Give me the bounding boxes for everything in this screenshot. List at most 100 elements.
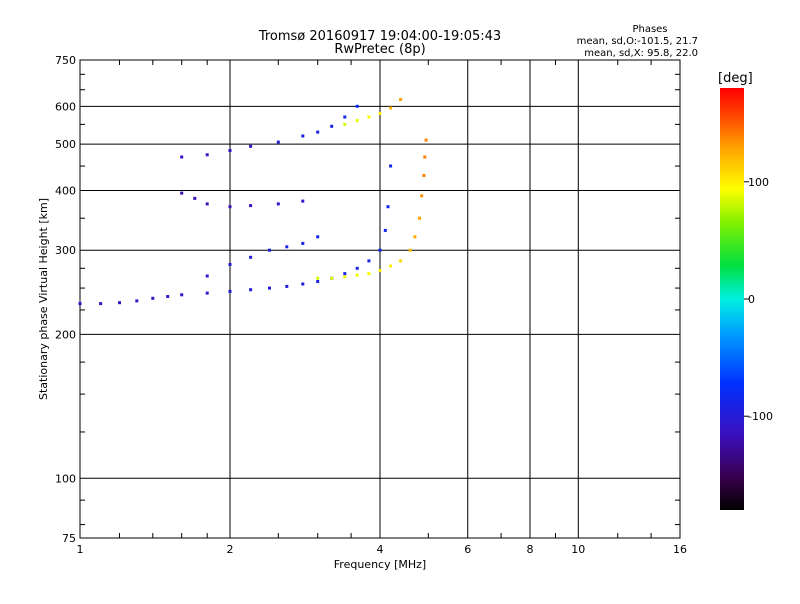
data-point <box>423 155 427 159</box>
data-point <box>389 106 393 110</box>
y-tick-label: 600 <box>55 100 76 113</box>
colorbar-tick-label: 100 <box>748 176 769 189</box>
data-point <box>276 202 280 206</box>
x-tick-label: 1 <box>77 543 84 556</box>
data-point <box>268 286 271 290</box>
data-point <box>413 235 417 239</box>
data-point <box>330 124 334 128</box>
x-tick-label: 10 <box>571 543 585 556</box>
data-point <box>301 282 305 286</box>
x-tick-label: 6 <box>464 543 471 556</box>
data-point <box>343 122 347 126</box>
y-axis-label: Stationary phase Virtual Height [km] <box>37 198 50 400</box>
y-tick-label: 500 <box>55 138 76 151</box>
data-point <box>389 164 393 168</box>
data-point <box>399 98 403 101</box>
data-point <box>228 263 232 266</box>
x-tick-label: 8 <box>527 543 534 556</box>
y-tick-label: 300 <box>55 244 76 257</box>
data-point <box>166 295 170 298</box>
colorbar-label: [deg] <box>718 71 753 86</box>
y-tick-label: 200 <box>55 328 76 341</box>
data-point <box>378 269 382 273</box>
data-point <box>249 204 253 208</box>
data-point <box>205 291 209 295</box>
y-tick-label: 100 <box>55 472 76 485</box>
data-point <box>399 259 403 263</box>
data-point <box>343 115 347 119</box>
data-point <box>228 149 232 152</box>
minor-ticks <box>80 60 680 538</box>
colorbar-tick-label: 0 <box>748 293 755 306</box>
data-point <box>285 245 289 249</box>
data-point <box>316 235 320 239</box>
data-point <box>355 119 359 123</box>
data-point <box>422 174 426 177</box>
data-points <box>78 98 428 306</box>
data-point <box>367 115 371 119</box>
data-point <box>408 248 412 252</box>
data-point <box>228 289 232 293</box>
data-point <box>355 104 359 108</box>
data-point <box>386 205 390 209</box>
data-point <box>330 276 334 280</box>
data-point <box>249 255 253 259</box>
data-point <box>355 266 359 270</box>
data-point <box>228 205 232 209</box>
data-point <box>285 284 289 288</box>
data-point <box>424 138 428 142</box>
data-point <box>99 302 103 306</box>
chart-title: Tromsø 20160917 19:04:00-19:05:43 <box>258 29 501 44</box>
data-point <box>276 140 280 144</box>
data-point <box>205 202 209 206</box>
y-tick-label: 75 <box>62 532 76 545</box>
x-axis-label: Frequency [MHz] <box>334 558 426 571</box>
data-point <box>193 196 197 200</box>
data-point <box>180 293 184 297</box>
colorbar-ticks: 100 0 -100 <box>744 176 773 423</box>
data-point <box>249 288 253 292</box>
data-point <box>316 280 320 283</box>
data-point <box>420 194 424 198</box>
data-point <box>301 241 305 245</box>
data-point <box>268 248 271 252</box>
data-point <box>180 155 184 159</box>
data-point <box>316 276 320 280</box>
data-point <box>418 216 421 220</box>
data-point <box>378 111 382 115</box>
y-tick-label: 400 <box>55 184 76 197</box>
x-tick-label: 2 <box>227 543 234 556</box>
data-point <box>343 275 347 279</box>
phase-info-line-o: mean, sd,O:-101.5, 21.7 <box>577 36 698 47</box>
data-point <box>151 296 155 300</box>
chart-subtitle: RwPretec (8p) <box>334 42 425 57</box>
data-point <box>249 144 253 148</box>
data-point <box>367 259 371 263</box>
data-point <box>378 248 382 252</box>
data-point <box>180 191 184 195</box>
data-point <box>389 264 393 268</box>
data-point <box>301 134 305 138</box>
data-point <box>301 199 305 203</box>
grid-layer <box>80 60 680 538</box>
y-tick-label: 750 <box>55 54 76 67</box>
data-point <box>205 153 209 157</box>
data-point <box>367 272 371 276</box>
phase-info-header: Phases <box>632 24 667 35</box>
colorbar <box>720 88 744 510</box>
data-point <box>316 130 320 134</box>
data-point <box>383 228 387 232</box>
data-point <box>118 301 121 305</box>
phase-info-line-x: mean, sd,X: 95.8, 22.0 <box>584 48 698 59</box>
data-point <box>135 299 139 303</box>
data-point <box>355 273 359 277</box>
x-tick-label: 16 <box>673 543 687 556</box>
colorbar-tick-label: -100 <box>748 410 773 423</box>
data-point <box>205 274 209 278</box>
tick-labels: 1 2 4 6 8 10 16 75 100 200 300 400 500 600 750 <box>55 54 687 556</box>
data-point <box>343 272 347 276</box>
data-point <box>78 302 82 306</box>
x-tick-label: 4 <box>377 543 384 556</box>
